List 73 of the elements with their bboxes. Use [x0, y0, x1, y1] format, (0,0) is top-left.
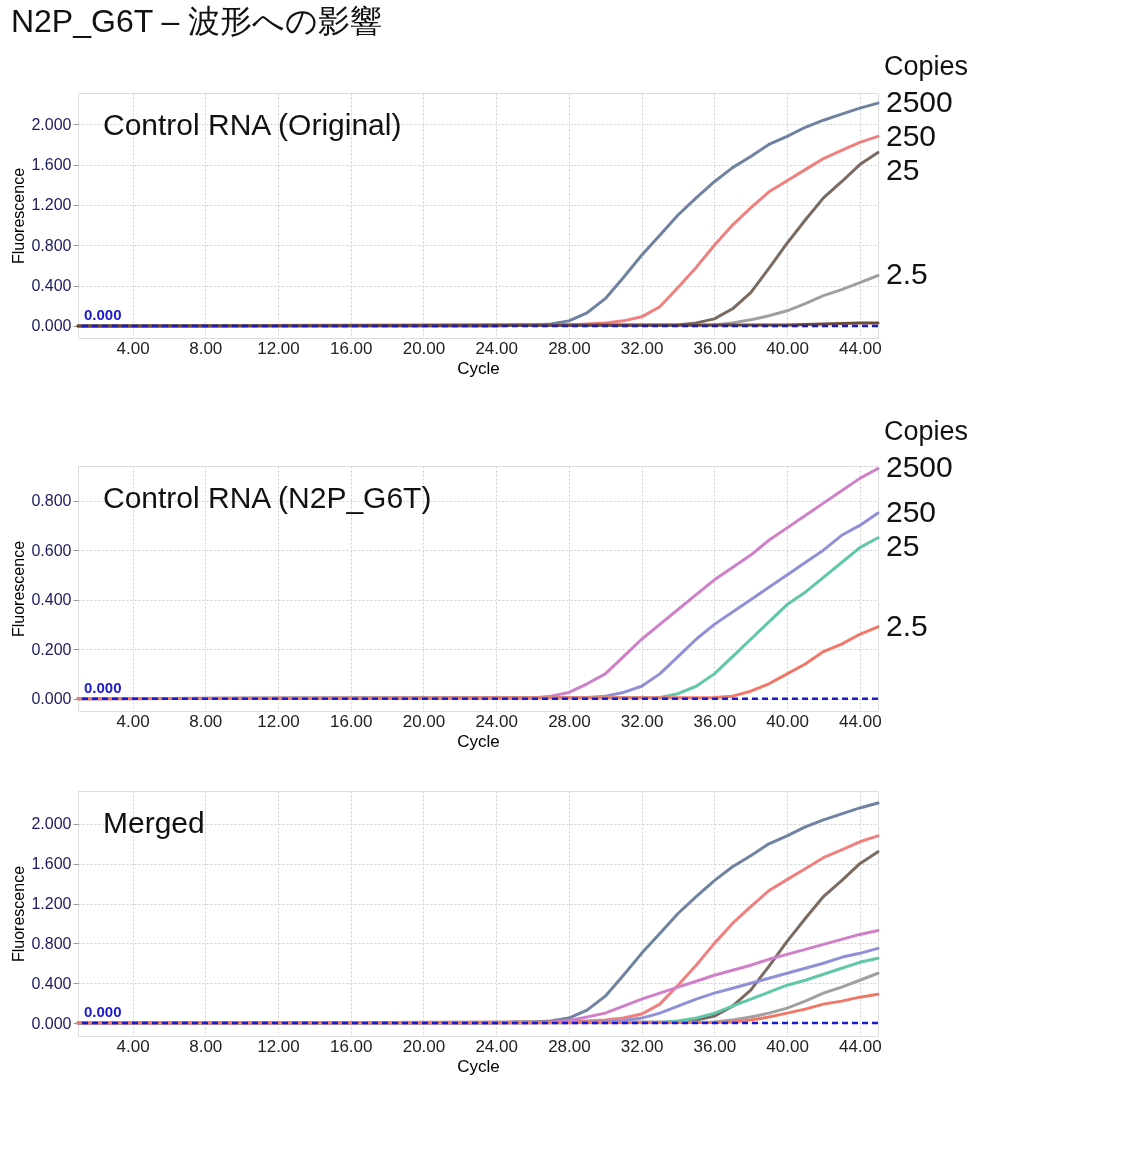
x-tick-label: 8.00 [189, 711, 223, 731]
y-tick-label: 1.200 [31, 895, 72, 913]
ref-line-label: 0.000 [84, 1003, 122, 1021]
x-tick-label: 36.00 [693, 1036, 737, 1056]
y-tick-label: 0.800 [31, 934, 72, 952]
x-tick-label: 8.00 [189, 338, 223, 358]
x-axis-title: Cycle [457, 1056, 500, 1076]
x-tick-label: 20.00 [402, 711, 446, 731]
series-label: 2500 [886, 85, 953, 119]
x-tick-label: 4.00 [116, 1036, 150, 1056]
x-tick-label: 12.00 [257, 1036, 300, 1056]
x-tick-label: 24.00 [475, 1036, 518, 1056]
text: Control RNA (Original) [103, 108, 402, 141]
y-tick-label: 0.600 [31, 541, 72, 559]
x-tick-label: 16.00 [329, 711, 373, 731]
x-tick-label: 36.00 [693, 711, 737, 731]
x-tick-label: 44.00 [839, 338, 882, 358]
y-tick-label: 1.600 [31, 156, 72, 174]
series-label: 25 [886, 529, 920, 563]
y-tick-label: 0.800 [31, 236, 72, 254]
x-tick-label: 40.00 [766, 711, 809, 731]
x-tick-label: 32.00 [620, 338, 664, 358]
y-tick-label: 0.400 [31, 277, 72, 295]
x-tick-label: 40.00 [766, 338, 809, 358]
x-tick-label: 12.00 [257, 338, 300, 358]
x-tick-label: 20.00 [402, 338, 446, 358]
text: Control RNA (N2P_G6T) [103, 481, 432, 514]
y-tick-label: 2.000 [31, 115, 72, 133]
x-tick-label: 16.00 [329, 1036, 373, 1056]
series-label: 2.5 [886, 608, 928, 642]
series-label: 250 [886, 119, 937, 153]
y-tick-label: 0.400 [31, 974, 72, 992]
text: Merged [103, 806, 205, 839]
series-label: 250 [886, 495, 937, 529]
x-tick-label: 32.00 [620, 711, 664, 731]
x-tick-label: 40.00 [766, 1036, 809, 1056]
y-tick-label: 0.000 [31, 1014, 72, 1032]
y-axis-title: Fluorescence [10, 865, 28, 963]
ref-line-label: 0.000 [84, 678, 122, 696]
x-tick-label: 8.00 [189, 1036, 223, 1056]
legend-title: Copies [884, 51, 969, 82]
x-axis-title: Cycle [457, 358, 500, 378]
x-tick-label: 24.00 [475, 711, 518, 731]
x-tick-label: 28.00 [548, 711, 591, 731]
x-tick-label: 44.00 [839, 1036, 882, 1056]
y-tick-label: 0.200 [31, 640, 72, 658]
x-tick-label: 28.00 [548, 338, 591, 358]
y-axis-title: Fluorescence [10, 167, 28, 265]
y-tick-label: 0.000 [31, 317, 72, 335]
y-tick-label: 0.400 [31, 591, 72, 609]
series-label: 2500 [886, 450, 953, 484]
y-tick-label: 1.200 [31, 196, 72, 214]
series-label: 25 [886, 153, 920, 187]
y-tick-label: 0.000 [31, 690, 72, 708]
x-tick-label: 24.00 [475, 338, 518, 358]
text: N2P_G6T – 波形への影響 [10, 3, 383, 40]
x-tick-label: 44.00 [839, 711, 882, 731]
x-tick-label: 32.00 [620, 1036, 664, 1056]
series-label: 2.5 [886, 257, 928, 291]
x-axis-title: Cycle [457, 731, 500, 751]
x-tick-label: 4.00 [116, 338, 150, 358]
x-tick-label: 12.00 [257, 711, 300, 731]
y-tick-label: 2.000 [31, 815, 72, 833]
x-tick-label: 4.00 [116, 711, 150, 731]
x-tick-label: 20.00 [402, 1036, 446, 1056]
ref-line-label: 0.000 [84, 305, 122, 323]
y-tick-label: 0.800 [31, 492, 72, 510]
y-axis-title: Fluorescence [10, 540, 28, 638]
x-tick-label: 16.00 [329, 338, 373, 358]
x-tick-label: 28.00 [548, 1036, 591, 1056]
legend-title: Copies [884, 416, 969, 447]
x-tick-label: 36.00 [693, 338, 737, 358]
y-tick-label: 1.600 [31, 855, 72, 873]
